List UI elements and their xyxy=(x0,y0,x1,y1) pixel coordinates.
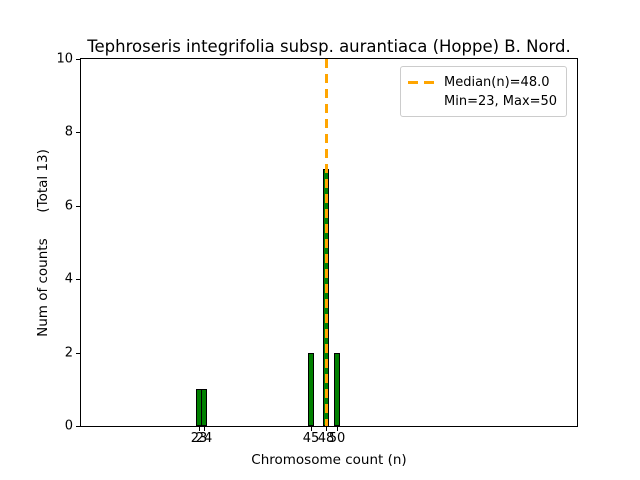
median-line xyxy=(325,59,328,426)
y-axis-label: Num of counts (Total 13) xyxy=(35,149,51,337)
legend-entry-median: Median(n)=48.0 xyxy=(408,73,558,92)
x-tick xyxy=(199,427,200,431)
bar-n50 xyxy=(334,353,340,426)
x-tick-label: 48 xyxy=(317,431,335,446)
y-tick xyxy=(76,353,80,354)
y-tick xyxy=(76,132,80,133)
legend: Median(n)=48.0 Min=23, Max=50 xyxy=(400,66,567,117)
legend-handle-blank xyxy=(408,100,435,103)
y-tick-label: 10 xyxy=(56,51,73,67)
x-tick xyxy=(204,427,205,431)
legend-label: Min=23, Max=50 xyxy=(444,94,558,109)
x-tick-label: 24 xyxy=(195,431,213,446)
y-tick-label: 2 xyxy=(64,345,73,361)
y-tick-label: 4 xyxy=(64,271,73,287)
bar-n24 xyxy=(201,389,207,426)
bar-n45 xyxy=(308,353,314,426)
x-tick xyxy=(311,427,312,431)
x-tick-label: 50 xyxy=(328,431,346,446)
y-tick xyxy=(76,279,80,280)
x-axis-label: Chromosome count (n) xyxy=(251,452,407,468)
x-tick-label: 45 xyxy=(302,431,320,446)
legend-label: Median(n)=48.0 xyxy=(444,75,550,90)
chart-title: Tephroseris integrifolia subsp. aurantia… xyxy=(87,37,571,56)
plot-area xyxy=(80,58,578,427)
x-tick-label: 23 xyxy=(190,431,208,446)
y-tick xyxy=(76,59,80,60)
y-tick xyxy=(76,206,80,207)
x-tick xyxy=(326,427,327,431)
legend-entry-minmax: Min=23, Max=50 xyxy=(408,92,558,111)
y-tick xyxy=(76,426,80,427)
y-tick-label: 0 xyxy=(64,418,73,434)
dashed-line-icon xyxy=(408,81,435,84)
y-tick-label: 8 xyxy=(64,124,73,140)
y-tick-label: 6 xyxy=(64,198,73,214)
x-tick xyxy=(337,427,338,431)
